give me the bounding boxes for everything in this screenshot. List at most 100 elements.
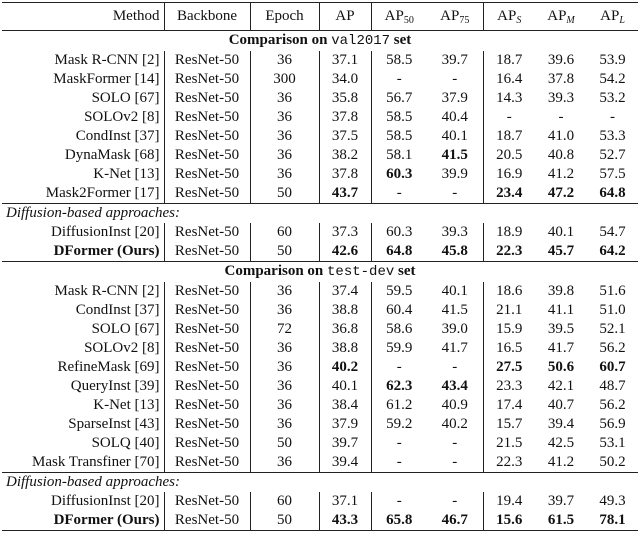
cell-text: 15.6: [496, 512, 523, 528]
table-cell: 36: [250, 165, 320, 184]
cell-text: 41.7: [547, 340, 575, 356]
cell-text: SOLOv2 [8]: [84, 109, 160, 125]
cell-text: 49.3: [599, 493, 626, 509]
table-cell: 57.5: [587, 165, 638, 184]
table-cell: -: [587, 108, 638, 127]
cell-text: 40.1: [547, 224, 575, 240]
cell-text: 39.7: [331, 435, 359, 451]
data-row: CondInst [37] ResNet-50 36 38.8 60.4 41.5 21.1…: [2, 301, 638, 320]
data-row: Mask R-CNN [2] ResNet-50 36 37.4 59.5 40.1 18.…: [2, 282, 638, 301]
cell-text: 17.4: [496, 397, 523, 413]
table-cell: -: [427, 453, 484, 473]
cell-text: 60: [277, 224, 292, 240]
table-cell: SOLOv2 [8]: [2, 339, 165, 358]
cell-text: 39.0: [441, 321, 468, 337]
cell-text: 36: [277, 359, 292, 375]
header-text: AP: [547, 8, 567, 24]
table-cell: 18.6: [483, 282, 535, 301]
data-row: Mask R-CNN [2] ResNet-50 36 37.1 58.5 39.7 18.…: [2, 51, 638, 70]
subtitle: Diffusion-based approaches:: [2, 472, 638, 492]
table-cell: 39.4: [535, 415, 587, 434]
table-cell: 36: [250, 108, 320, 127]
table-cell: CondInst [37]: [2, 127, 165, 146]
table-cell: 43.7: [319, 184, 372, 204]
column-header: APM: [535, 2, 587, 31]
cell-text: 39.6: [547, 52, 575, 68]
table-body: Comparison on val2017 set Mask R-CNN [2] R…: [2, 31, 638, 531]
cell-text: 58.6: [386, 321, 413, 337]
table-cell: Mask2Former [17]: [2, 184, 165, 204]
table-cell: 15.6: [483, 511, 535, 531]
cell-text: ResNet-50: [174, 416, 240, 432]
table-cell: Mask R-CNN [2]: [2, 282, 165, 301]
cell-text: 37.5: [331, 128, 359, 144]
table-cell: 58.6: [371, 320, 427, 339]
table-cell: RefineMask [69]: [2, 358, 165, 377]
table-cell: 51.6: [587, 282, 638, 301]
cell-text: 50: [277, 243, 292, 259]
table-cell: 53.2: [587, 89, 638, 108]
cell-text: 50.6: [547, 359, 575, 375]
table-cell: 43.4: [427, 377, 484, 396]
cell-text: 18.7: [496, 52, 523, 68]
table-cell: 45.7: [535, 242, 587, 262]
table-cell: 16.4: [483, 70, 535, 89]
table-cell: 50.6: [535, 358, 587, 377]
table-cell: ResNet-50: [164, 89, 251, 108]
table-cell: 16.9: [483, 165, 535, 184]
table-cell: 39.4: [319, 453, 372, 473]
table-cell: 42.5: [535, 434, 587, 453]
table-cell: ResNet-50: [164, 282, 251, 301]
data-row: DFormer (Ours) ResNet-50 50 43.3 65.8 46.7 15.…: [2, 511, 638, 531]
cell-text: 39.3: [547, 90, 575, 106]
column-header: Backbone: [164, 2, 251, 31]
table-cell: 36: [250, 396, 320, 415]
table-cell: ResNet-50: [164, 358, 251, 377]
cell-text: 36: [277, 128, 292, 144]
cell-text: 36: [277, 378, 292, 394]
cell-text: 53.3: [599, 128, 626, 144]
table-cell: 22.3: [483, 242, 535, 262]
cell-text: 36: [277, 109, 292, 125]
cell-text: MaskFormer [14]: [53, 71, 160, 87]
cell-text: K-Net [13]: [93, 397, 160, 413]
table-cell: 41.2: [535, 165, 587, 184]
data-row: SparseInst [43] ResNet-50 36 37.9 59.2 40.2 15…: [2, 415, 638, 434]
cell-text: ResNet-50: [174, 71, 240, 87]
table-cell: 20.5: [483, 146, 535, 165]
cell-text: 58.5: [386, 109, 413, 125]
cell-text: 40.9: [441, 397, 468, 413]
table-cell: ResNet-50: [164, 70, 251, 89]
cell-text: 18.7: [496, 128, 523, 144]
cell-text: 50: [277, 435, 292, 451]
cell-text: SOLO [67]: [91, 321, 160, 337]
cell-text: DiffusionInst [20]: [51, 493, 160, 509]
cell-text: 37.1: [331, 493, 359, 509]
table-cell: 39.7: [427, 51, 484, 70]
table-cell: 62.3: [371, 377, 427, 396]
cell-text: ResNet-50: [174, 224, 240, 240]
cell-text: 41.2: [547, 454, 575, 470]
table-cell: 16.5: [483, 339, 535, 358]
cell-text: 39.8: [547, 283, 575, 299]
table-cell: 58.5: [371, 127, 427, 146]
cell-text: 54.7: [599, 224, 626, 240]
cell-text: 39.4: [331, 454, 359, 470]
title-suffix: set: [393, 32, 412, 48]
cell-text: RefineMask [69]: [57, 359, 160, 375]
cell-text: 42.1: [547, 378, 575, 394]
table-cell: 37.3: [319, 223, 372, 242]
cell-text: 41.2: [547, 166, 575, 182]
table-cell: 60.4: [371, 301, 427, 320]
cell-text: ResNet-50: [174, 435, 240, 451]
table-cell: ResNet-50: [164, 223, 251, 242]
cell-text: -: [396, 493, 402, 509]
table-cell: 50.2: [587, 453, 638, 473]
cell-text: 40.2: [331, 359, 359, 375]
cell-text: ResNet-50: [174, 147, 240, 163]
cell-text: 60.7: [599, 359, 626, 375]
table-cell: 36: [250, 127, 320, 146]
table-cell: 39.8: [535, 282, 587, 301]
table-cell: ResNet-50: [164, 511, 251, 531]
cell-text: Mask R-CNN [2]: [54, 52, 160, 68]
